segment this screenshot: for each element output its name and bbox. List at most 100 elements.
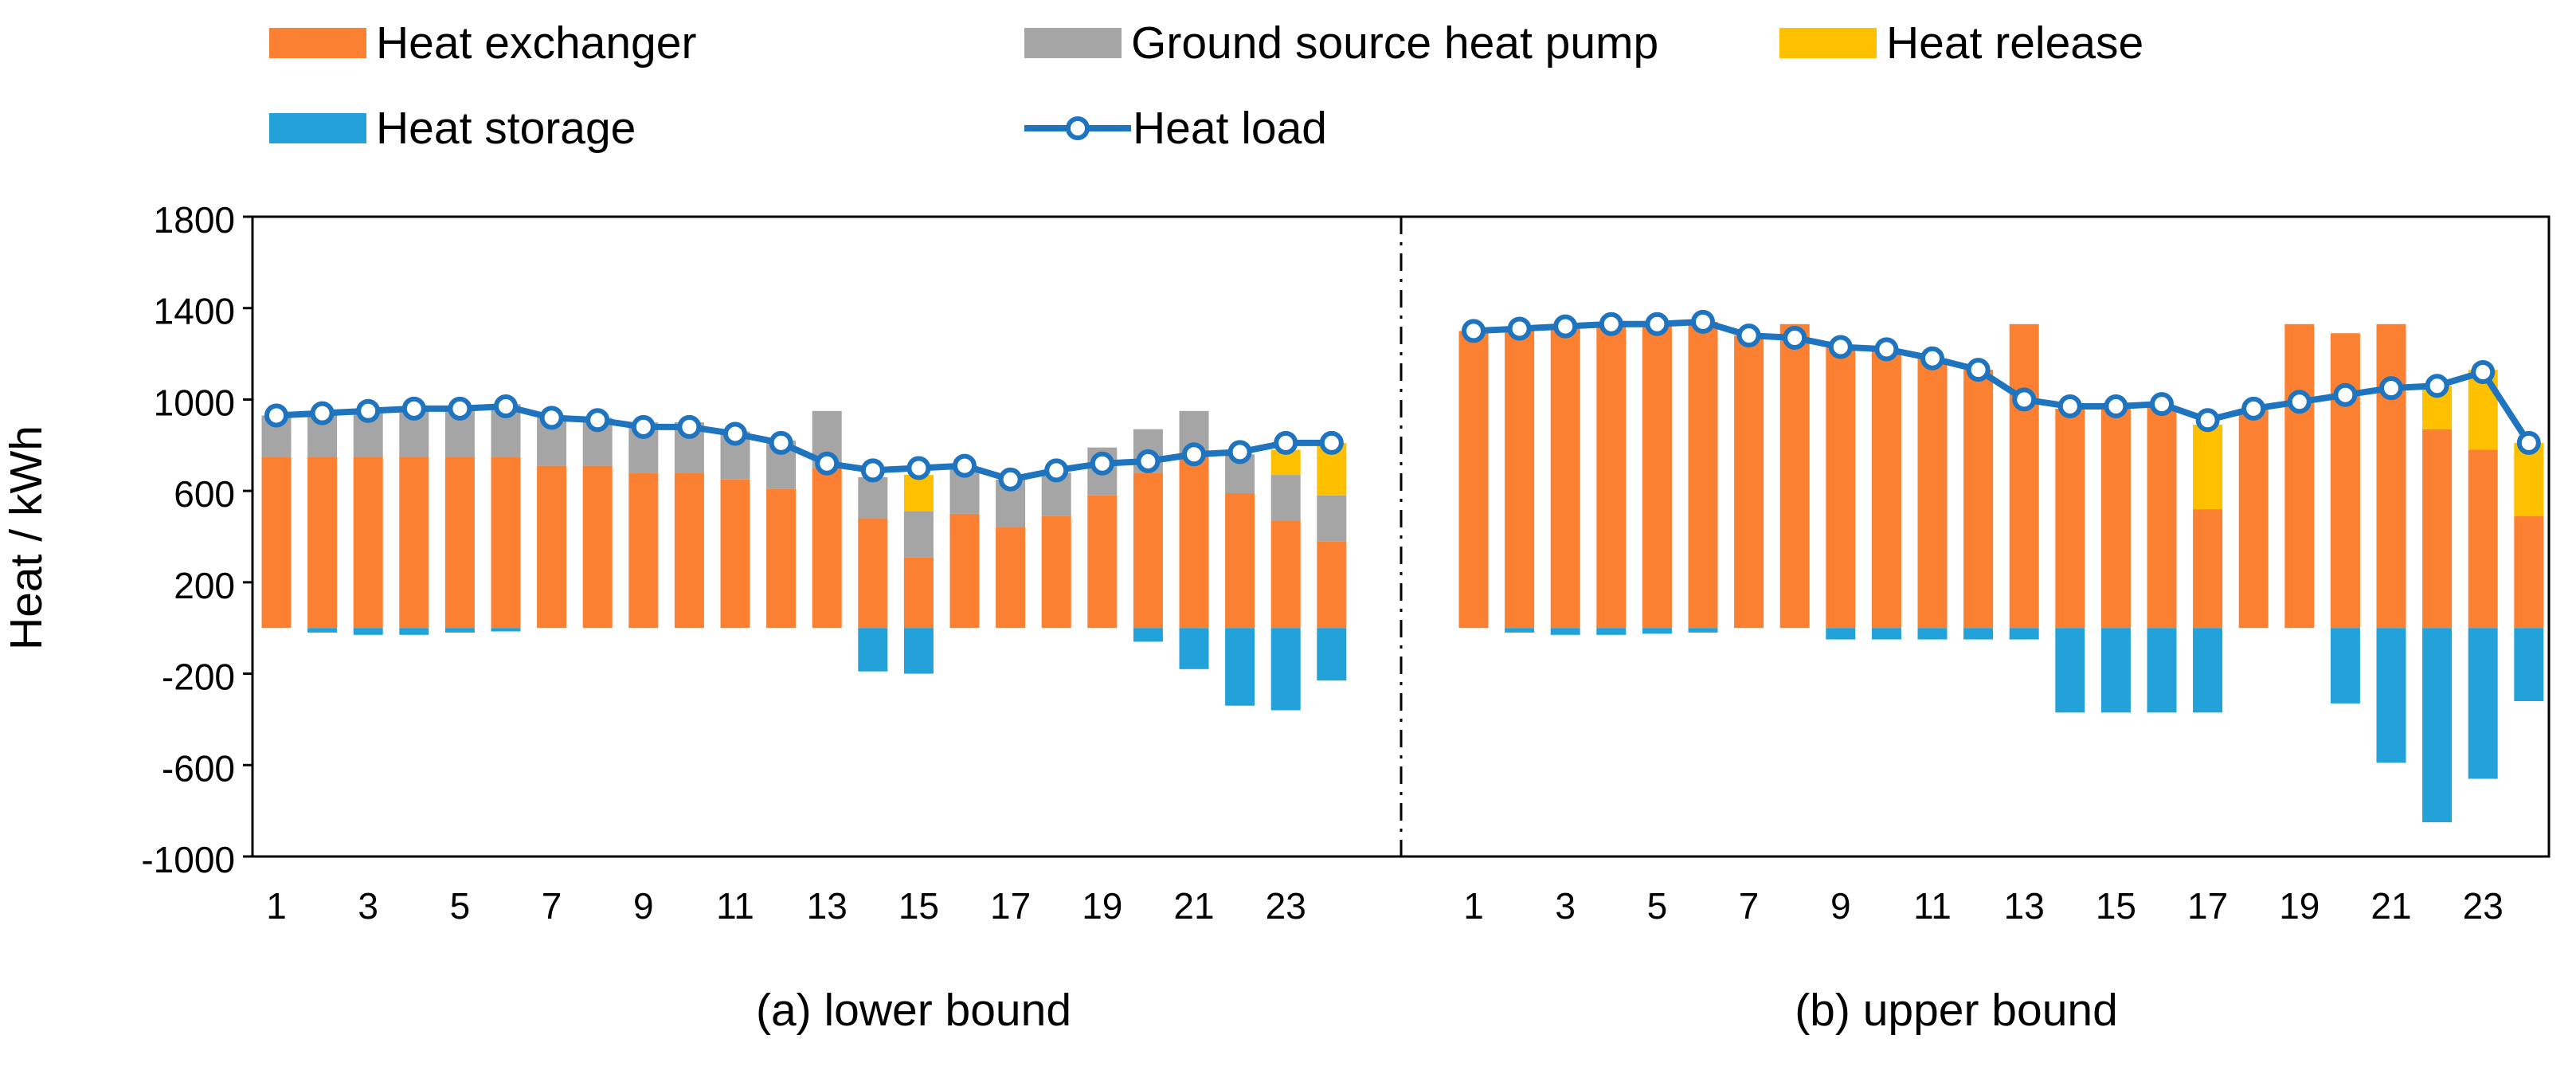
bar-heat-exchanger-p1-h23	[1270, 520, 1301, 629]
bar-heat-storage-p2-h9	[1826, 628, 1856, 640]
bar-heat-exchanger-p2-h5	[1642, 323, 1672, 629]
y-tick-label: -1000	[141, 839, 235, 880]
legend-item-heat-release: Heat release	[1779, 11, 2143, 75]
x-tick-label: 17	[990, 885, 1031, 927]
bar-heat-storage-p1-h22	[1225, 628, 1255, 706]
x-tick-label: 21	[1173, 885, 1214, 927]
bar-heat-exchanger-p1-h18	[1041, 515, 1071, 629]
heat-load-point-p2-h4	[1599, 312, 1623, 336]
y-tick-label: 1400	[154, 291, 235, 332]
bar-heat-storage-p2-h22	[2422, 628, 2453, 822]
legend-swatch-heat-release	[1779, 28, 1877, 58]
heat-load-point-p1-h8	[585, 408, 610, 433]
bar-heat-exchanger-p2-h8	[1779, 323, 1810, 629]
x-tick-label: 17	[2187, 885, 2228, 927]
heat-load-line-p2	[1473, 318, 2532, 445]
bar-heat-exchanger-p2-h18	[2238, 408, 2269, 629]
heat-load-point-p2-h7	[1736, 323, 1761, 348]
bar-heat-exchanger-p2-h19	[2284, 323, 2315, 629]
bar-heat-exchanger-p2-h3	[1550, 326, 1580, 629]
y-tick-label: 1800	[154, 199, 235, 241]
bar-heat-storage-p1-h4	[399, 628, 429, 635]
bar-heat-exchanger-p1-h19	[1087, 495, 1118, 629]
x-tick-label: 3	[358, 885, 378, 927]
bar-heat-exchanger-p1-h21	[1179, 457, 1209, 629]
heat-load-point-p2-h2	[1507, 316, 1532, 341]
heat-load-point-p2-h12	[1966, 358, 1991, 382]
heat-load-point-p1-h15	[906, 456, 931, 480]
bar-heat-storage-p1-h14	[858, 628, 888, 672]
heat-load-point-p1-h7	[539, 406, 564, 430]
y-tick-label: -200	[162, 657, 235, 698]
bar-heat-storage-p1-h24	[1317, 628, 1347, 681]
heat-load-point-p1-h12	[769, 430, 793, 455]
legend-label-heat-storage: Heat storage	[376, 103, 636, 154]
bar-heat-exchanger-p1-h16	[949, 513, 980, 629]
x-tick-label: 3	[1555, 885, 1576, 927]
heat-load-point-p2-h9	[1828, 335, 1853, 359]
heat-load-point-p2-h19	[2287, 390, 2312, 414]
bar-heat-storage-p2-h20	[2330, 628, 2360, 704]
heat-load-lines	[264, 309, 2541, 492]
legend-label-gshp: Ground source heat pump	[1131, 18, 1659, 69]
bar-heat-exchanger-p2-h13	[2009, 323, 2039, 629]
heat-load-point-p1-h22	[1227, 440, 1252, 464]
bar-heat-exchanger-p1-h22	[1225, 493, 1255, 629]
bar-heat-storage-p1-h15	[903, 628, 934, 674]
bar-heat-storage-p2-h21	[2376, 628, 2406, 763]
x-tick-label: 1	[1463, 885, 1484, 927]
legend-item-gshp: Ground source heat pump	[1024, 11, 1658, 75]
bar-heat-exchanger-p2-h1	[1458, 331, 1489, 629]
heat-load-point-p1-h18	[1044, 458, 1069, 483]
y-tick-label: -600	[162, 747, 235, 789]
chart-legend: Heat exchanger Ground source heat pump H…	[0, 0, 2576, 167]
heat-load-point-p2-h1	[1462, 319, 1486, 343]
heat-load-point-p1-h13	[815, 451, 840, 476]
x-tick-label: 13	[2004, 885, 2045, 927]
heat-load-point-p1-h11	[723, 421, 747, 446]
bar-heat-exchanger-p1-h9	[628, 472, 659, 629]
x-tick-label: 5	[450, 885, 471, 927]
x-tick-label: 15	[898, 885, 939, 927]
bar-heat-storage-p2-h12	[1963, 628, 1994, 640]
heat-load-point-p2-h20	[2333, 382, 2358, 407]
bar-heat-storage-p1-h6	[491, 628, 521, 632]
bar-heat-storage-p2-h4	[1596, 628, 1627, 635]
bar-heat-storage-p2-h6	[1688, 628, 1718, 633]
x-tick-label: 11	[1913, 885, 1952, 927]
bar-gshp-p1-h23	[1270, 475, 1301, 521]
bar-heat-storage-p2-h13	[2009, 628, 2039, 640]
heat-load-point-p1-h10	[677, 414, 702, 439]
x-tick-label: 19	[2279, 885, 2320, 927]
heat-load-point-p2-h13	[2012, 387, 2037, 412]
bar-heat-exchanger-p2-h12	[1963, 370, 1994, 629]
bar-heat-exchanger-p1-h8	[582, 465, 613, 629]
heat-load-point-p1-h19	[1090, 451, 1114, 476]
bar-heat-exchanger-p1-h15	[903, 557, 934, 629]
bar-heat-exchanger-p1-h2	[307, 457, 338, 629]
heat-load-point-p2-h11	[1920, 346, 1944, 370]
bar-heat-exchanger-p2-h24	[2514, 515, 2544, 629]
heat-load-point-p2-h10	[1874, 337, 1899, 362]
heat-load-point-p1-h20	[1136, 449, 1161, 473]
bar-heat-exchanger-p1-h17	[996, 527, 1026, 629]
bar-heat-storage-p1-h5	[444, 628, 475, 633]
x-tick-label: 7	[542, 885, 562, 927]
y-axis-title: Heat / kWh	[1, 425, 52, 650]
heat-load-point-p2-h5	[1645, 312, 1670, 336]
heat-load-line-p1	[276, 403, 1332, 483]
bar-heat-storage-p1-h3	[353, 628, 383, 635]
y-tick-label: 200	[174, 565, 235, 606]
y-tick-label: 600	[174, 473, 235, 515]
heat-load-point-p2-h8	[1783, 325, 1807, 350]
x-tick-label: 23	[1266, 885, 1306, 927]
bar-heat-exchanger-p2-h6	[1688, 321, 1718, 629]
bar-gshp-p1-h14	[858, 476, 888, 519]
bar-heat-storage-p1-h23	[1270, 628, 1301, 711]
heat-load-point-p2-h15	[2104, 394, 2128, 419]
bar-heat-storage-p2-h17	[2193, 628, 2223, 713]
x-tick-label: 23	[2463, 885, 2504, 927]
bar-heat-exchanger-p1-h6	[491, 457, 521, 629]
heat-load-point-p2-h23	[2471, 360, 2496, 385]
